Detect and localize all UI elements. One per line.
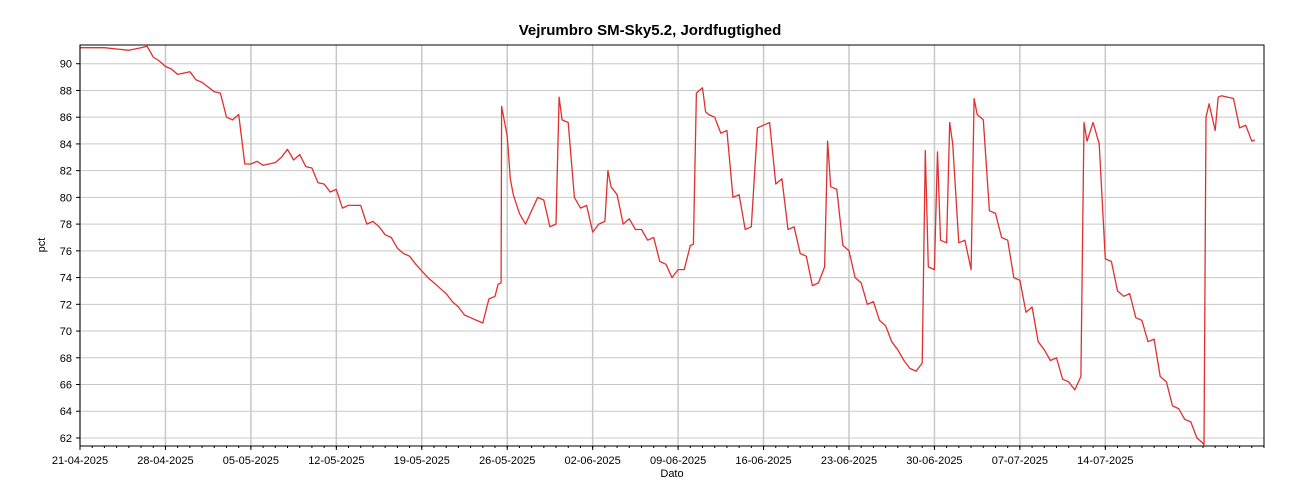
series-layer bbox=[80, 45, 1256, 446]
y-tick-label: 68 bbox=[60, 353, 72, 365]
x-tick-label: 09-06-2025 bbox=[650, 455, 706, 467]
x-tick-label: 23-06-2025 bbox=[821, 455, 877, 467]
x-tick-label: 16-06-2025 bbox=[735, 455, 791, 467]
x-axis: 21-04-2025 28-04-2025 05-05-2025 12-05-2025… bbox=[52, 446, 1265, 467]
x-tick-label: 14-07-2025 bbox=[1077, 455, 1133, 467]
plot-area-frame bbox=[79, 44, 1265, 447]
y-tick-label: 86 bbox=[60, 112, 72, 124]
y-tick-label: 80 bbox=[60, 192, 72, 204]
y-tick-label: 82 bbox=[60, 166, 72, 178]
x-tick-label: 26-05-2025 bbox=[479, 455, 535, 467]
y-tick-label: 64 bbox=[60, 406, 72, 418]
x-tick-label: 28-04-2025 bbox=[137, 455, 193, 467]
y-tick-label: 88 bbox=[60, 85, 72, 97]
y-tick-label: 72 bbox=[60, 299, 72, 311]
series-line bbox=[80, 45, 1256, 446]
x-tick-label: 12-05-2025 bbox=[308, 455, 364, 467]
x-tick-label: 05-05-2025 bbox=[223, 455, 279, 467]
y-tick-label: 74 bbox=[60, 273, 72, 285]
x-tick-label: 30-06-2025 bbox=[906, 455, 962, 467]
y-tick-label: 78 bbox=[60, 219, 72, 231]
y-tick-label: 90 bbox=[60, 59, 72, 71]
y-tick-label: 84 bbox=[60, 139, 72, 151]
x-tick-label: 02-06-2025 bbox=[565, 455, 621, 467]
y-tick-label: 66 bbox=[60, 380, 72, 392]
x-tick-label: 19-05-2025 bbox=[394, 455, 450, 467]
grid bbox=[79, 45, 1264, 446]
y-tick-label: 70 bbox=[60, 326, 72, 338]
chart-title: Vejrumbro SM-Sky5.2, Jordfugtighed bbox=[519, 22, 782, 39]
y-axis: 62 64 66 68 70 72 74 76 78 80 82 84 86 88 90 bbox=[60, 59, 80, 445]
x-axis-label: Dato bbox=[660, 468, 683, 480]
y-tick-label: 62 bbox=[60, 433, 72, 445]
y-axis-label: pct bbox=[36, 238, 48, 253]
y-tick-label: 76 bbox=[60, 246, 72, 258]
x-tick-label: 21-04-2025 bbox=[52, 455, 108, 467]
x-tick-label: 07-07-2025 bbox=[992, 455, 1048, 467]
